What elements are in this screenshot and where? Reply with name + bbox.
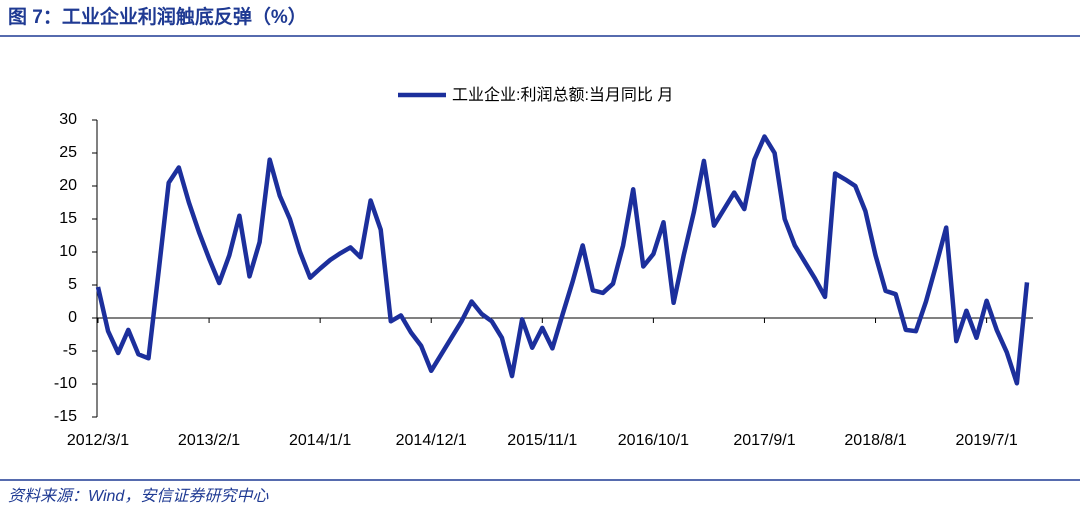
y-tick-label: 10: [59, 243, 77, 260]
x-tick-label: 2019/7/1: [955, 432, 1017, 449]
y-tick-label: 25: [59, 144, 77, 161]
y-tick-label: 30: [59, 111, 77, 128]
y-tick-label: 5: [68, 276, 77, 293]
y-tick-label: -5: [63, 342, 77, 359]
source: 资料来源：Wind，安信证券研究中心: [8, 487, 269, 505]
x-tick-label: 2012/3/1: [67, 432, 129, 449]
line: [95, 134, 1030, 386]
x-tick-label: 2015/11/1: [507, 432, 577, 449]
y-tick-label: 0: [68, 309, 77, 326]
x-tick-label: 2013/2/1: [178, 432, 240, 449]
x-tick-label: 2014/12/1: [396, 432, 467, 449]
x-tick-label: 2018/8/1: [844, 432, 906, 449]
x-tick-label: 2016/10/1: [618, 432, 689, 449]
x-tick-label: 2014/1/1: [289, 432, 351, 449]
y-tick-label: 20: [59, 177, 77, 194]
x-tick-label: 2017/9/1: [733, 432, 795, 449]
y-tick-label: -10: [54, 375, 77, 392]
chart-title: 图 7：工业企业利润触底反弹（%）: [8, 5, 307, 28]
y-tick-label: -15: [54, 408, 77, 425]
legend-label: 工业企业:利润总额:当月同比 月: [452, 86, 673, 104]
y-tick-label: 15: [59, 210, 77, 227]
